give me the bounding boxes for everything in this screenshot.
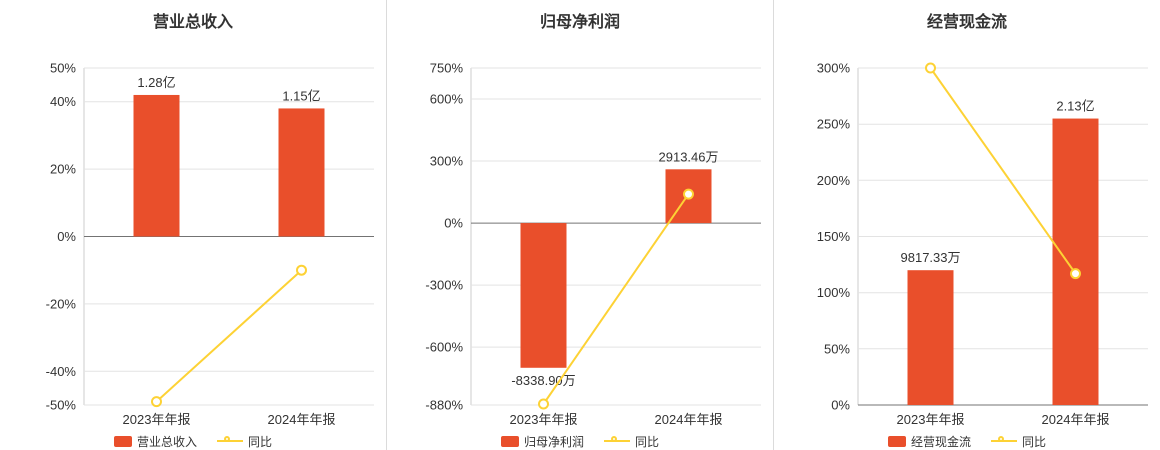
bar[interactable]	[1052, 118, 1099, 406]
line-series-swatch-icon	[991, 436, 1017, 442]
bar[interactable]	[278, 108, 325, 237]
y-tick-label: 0%	[444, 216, 463, 231]
legend-item-cash-flow-yoy[interactable]: 同比	[991, 433, 1046, 450]
y-tick-label: -880%	[425, 398, 463, 413]
bar-value-label: 1.15亿	[282, 88, 320, 103]
y-tick-label: 200%	[817, 173, 851, 188]
legend-net-profit: 归母净利润 同比	[387, 432, 773, 450]
yoy-line	[929, 67, 1077, 275]
y-tick-label: 100%	[817, 285, 851, 300]
cash-flow-chart: 300% 250% 200% 150% 100% 50% 0% 9817.33万 2.13亿 20…	[817, 61, 1148, 427]
bar-value-label: -8338.90万	[511, 373, 575, 388]
legend-label-yoy: 同比	[248, 434, 273, 449]
chart-panel-net-profit: 归母净利润 750% 600% 300% 0% -300% -600% -880% -8338…	[386, 0, 773, 450]
x-category-label: 2023年年报	[123, 412, 191, 427]
bar-series-swatch-icon	[887, 435, 906, 447]
y-tick-label: 0%	[831, 398, 850, 413]
x-category-label: 2024年年报	[1042, 412, 1110, 427]
chart-title-net-profit: 归母净利润	[539, 14, 620, 31]
legend-item-net-profit-bar[interactable]: 归母净利润	[500, 433, 584, 450]
y-tick-label: 750%	[430, 61, 464, 76]
y-tick-label: 600%	[430, 92, 464, 107]
net-profit-chart: 750% 600% 300% 0% -300% -600% -880% -8338.90万 29…	[425, 61, 761, 427]
x-category-label: 2023年年报	[897, 412, 965, 427]
bar[interactable]	[907, 270, 954, 405]
chart-title-cash-flow: 经营现金流	[926, 14, 1007, 31]
y-tick-label: -40%	[46, 364, 77, 379]
bar-series-swatch-icon	[500, 435, 519, 447]
legend-label-yoy: 同比	[635, 434, 660, 449]
y-tick-label: -50%	[46, 398, 77, 413]
y-tick-label: 0%	[57, 229, 76, 244]
x-category-label: 2023年年报	[510, 412, 578, 427]
yoy-line	[542, 193, 690, 405]
chart-title-revenue: 营业总收入	[152, 14, 233, 31]
line-series-swatch-icon	[604, 436, 630, 442]
legend-revenue: 营业总收入 同比	[0, 432, 386, 450]
line-series-swatch-icon	[217, 436, 243, 442]
yoy-point[interactable]	[538, 398, 549, 410]
yoy-point[interactable]	[151, 396, 162, 408]
y-tick-label: 300%	[430, 154, 464, 169]
legend-item-net-profit-yoy[interactable]: 同比	[604, 433, 659, 450]
y-tick-label: 50%	[50, 61, 76, 76]
line-marker-icon	[998, 436, 1004, 442]
legend-label-net-profit: 归母净利润	[523, 434, 584, 449]
yoy-point[interactable]	[1070, 268, 1081, 280]
line-marker-icon	[611, 436, 617, 442]
y-tick-label: 150%	[817, 229, 851, 244]
x-category-label: 2024年年报	[268, 412, 336, 427]
yoy-point[interactable]	[683, 188, 694, 200]
line-marker-icon	[224, 436, 230, 442]
legend-item-cash-flow-bar[interactable]: 经营现金流	[887, 433, 971, 450]
y-tick-label: 250%	[817, 117, 851, 132]
yoy-line	[155, 269, 303, 403]
revenue-chart: 50% 40% 20% 0% -20% -40% -50% 1.28亿 1.15亿 2023年年报…	[46, 61, 374, 427]
bar[interactable]	[520, 223, 567, 368]
legend-item-revenue-bar[interactable]: 营业总收入	[113, 433, 197, 450]
x-category-label: 2024年年报	[655, 412, 723, 427]
y-tick-label: -600%	[425, 340, 463, 355]
y-tick-label: 40%	[50, 94, 76, 109]
yoy-point[interactable]	[296, 264, 307, 276]
y-tick-label: -300%	[425, 278, 463, 293]
bar-value-label: 2.13亿	[1056, 99, 1094, 114]
bar-value-label: 9817.33万	[901, 250, 961, 265]
legend-label-revenue: 营业总收入	[136, 434, 197, 449]
chart-panel-revenue: 营业总收入 50% 40% 20% 0% -20% -40% -50% 1.28亿 1.15亿 2…	[0, 0, 386, 450]
y-tick-label: 300%	[817, 61, 851, 76]
legend-label-yoy: 同比	[1022, 434, 1047, 449]
legend-cash-flow: 经营现金流 同比	[774, 432, 1160, 450]
y-tick-label: 20%	[50, 162, 76, 177]
bar-series-swatch-icon	[113, 435, 132, 447]
legend-label-cash-flow: 经营现金流	[910, 434, 971, 449]
bar[interactable]	[133, 94, 180, 237]
chart-panel-cash-flow: 经营现金流 300% 250% 200% 150% 100% 50% 0% 9817.33万 2…	[773, 0, 1160, 450]
y-tick-label: -20%	[46, 296, 77, 311]
bar-value-label: 2913.46万	[659, 149, 719, 164]
yoy-point[interactable]	[925, 62, 936, 74]
legend-item-revenue-yoy[interactable]: 同比	[217, 433, 272, 450]
bar-value-label: 1.28亿	[137, 75, 175, 90]
y-tick-label: 50%	[824, 341, 850, 356]
